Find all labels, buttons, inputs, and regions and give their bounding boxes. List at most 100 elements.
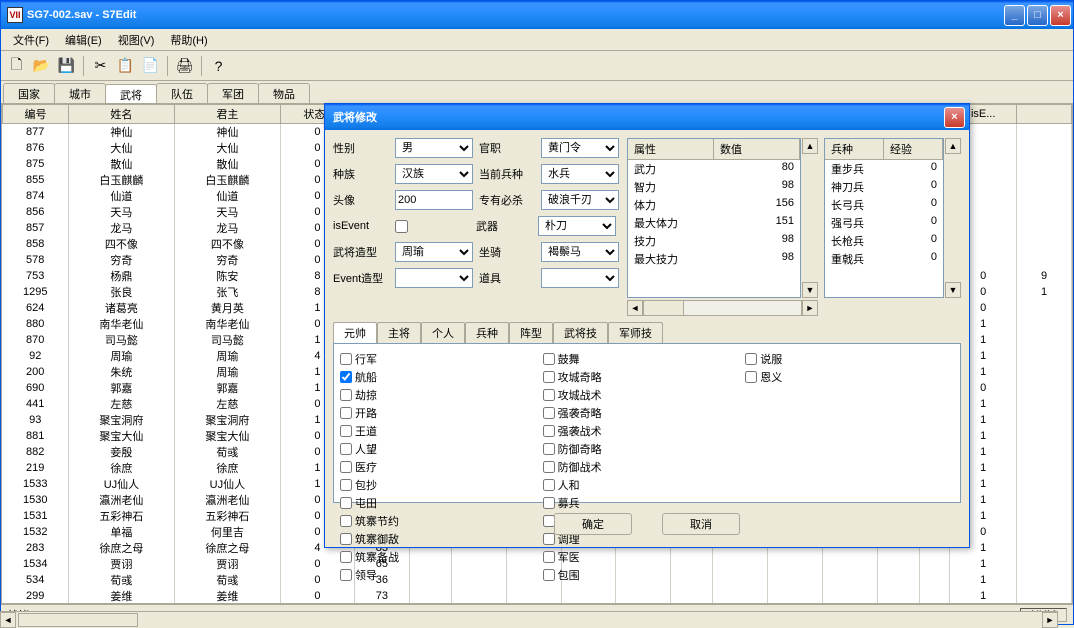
skill-item[interactable]: 领导: [340, 566, 543, 584]
toolbar-icon[interactable]: ?: [207, 55, 230, 77]
skill-checkbox[interactable]: [340, 407, 352, 419]
skill-item[interactable]: 屯田: [340, 494, 543, 512]
attr-list[interactable]: 属性数值 武力80智力98体力156最大体力151技力98最大技力98: [627, 138, 801, 298]
skill-item[interactable]: 行军: [340, 350, 543, 368]
main-tab[interactable]: 军团: [207, 83, 259, 103]
mount-select[interactable]: 褐鬃马: [541, 242, 619, 262]
skill-checkbox[interactable]: [543, 425, 555, 437]
skill-tab[interactable]: 兵种: [465, 322, 509, 343]
column-header[interactable]: 编号: [3, 105, 69, 124]
skill-tab[interactable]: 个人: [421, 322, 465, 343]
skill-checkbox[interactable]: [340, 461, 352, 473]
troop-list[interactable]: 兵种经验 重步兵0神刀兵0长弓兵0强弓兵0长枪兵0重戟兵0: [824, 138, 944, 298]
skill-tab[interactable]: 武将技: [553, 322, 608, 343]
skill-tab[interactable]: 军师技: [608, 322, 663, 343]
maximize-button[interactable]: □: [1027, 5, 1048, 26]
attr-row[interactable]: 智力98: [628, 178, 800, 196]
column-header[interactable]: [1017, 105, 1072, 124]
avatar-input[interactable]: [395, 190, 473, 210]
toolbar-icon[interactable]: 💾: [55, 55, 78, 77]
attr-row[interactable]: 体力156: [628, 196, 800, 214]
skill-item[interactable]: 包围: [543, 566, 746, 584]
skill-checkbox[interactable]: [543, 353, 555, 365]
attr-row[interactable]: 技力98: [628, 232, 800, 250]
dialog-close-button[interactable]: ×: [944, 107, 965, 128]
skill-item[interactable]: 鼓舞: [543, 350, 746, 368]
troop-scroll-up[interactable]: ▲: [945, 138, 961, 154]
special-select[interactable]: 破浪千刃: [541, 190, 619, 210]
troop-row[interactable]: 重戟兵0: [825, 250, 943, 268]
troop-scroll-down[interactable]: ▼: [945, 282, 961, 298]
attr-row[interactable]: 武力80: [628, 160, 800, 178]
race-select[interactable]: 汉族: [395, 164, 473, 184]
skill-item[interactable]: 强袭战术: [543, 422, 746, 440]
skill-checkbox[interactable]: [543, 461, 555, 473]
main-tab[interactable]: 队伍: [156, 83, 208, 103]
skill-checkbox[interactable]: [340, 479, 352, 491]
skill-item[interactable]: 筑寨节约: [340, 512, 543, 530]
skill-checkbox[interactable]: [340, 569, 352, 581]
skill-checkbox[interactable]: [745, 353, 757, 365]
attr-scroll-up[interactable]: ▲: [802, 138, 818, 154]
troop-row[interactable]: 神刀兵0: [825, 178, 943, 196]
main-tab[interactable]: 物品: [258, 83, 310, 103]
menu-item[interactable]: 文件(F): [5, 30, 57, 50]
toolbar-icon[interactable]: 🖨: [173, 55, 196, 77]
table-row[interactable]: 299姜维姜维0731: [3, 588, 1072, 604]
troop-row[interactable]: 长弓兵0: [825, 196, 943, 214]
item-select[interactable]: [541, 268, 619, 288]
skill-checkbox[interactable]: [340, 389, 352, 401]
attr-hscroll[interactable]: ◄►: [627, 300, 818, 316]
column-header[interactable]: 君主: [174, 105, 280, 124]
toolbar-icon[interactable]: ✂: [89, 55, 112, 77]
skill-item[interactable]: 恩义: [745, 368, 948, 386]
toolbar-icon[interactable]: 🗋: [5, 55, 28, 77]
toolbar-icon[interactable]: 📄: [139, 55, 162, 77]
weapon-select[interactable]: 朴刀: [538, 216, 616, 236]
skill-item[interactable]: 筑寨御敌: [340, 530, 543, 548]
troop-row[interactable]: 重步兵0: [825, 160, 943, 178]
skill-item[interactable]: 说服: [745, 350, 948, 368]
gender-select[interactable]: 男: [395, 138, 473, 158]
skill-checkbox[interactable]: [543, 407, 555, 419]
main-tab[interactable]: 城市: [54, 83, 106, 103]
office-select[interactable]: 黄门令: [541, 138, 619, 158]
skill-tab[interactable]: 阵型: [509, 322, 553, 343]
attr-row[interactable]: 最大体力151: [628, 214, 800, 232]
skill-checkbox[interactable]: [340, 533, 352, 545]
skill-item[interactable]: 劫掠: [340, 386, 543, 404]
skill-item[interactable]: 王道: [340, 422, 543, 440]
skill-item[interactable]: 筑寨备战: [340, 548, 543, 566]
curtroop-select[interactable]: 水兵: [541, 164, 619, 184]
skill-checkbox[interactable]: [543, 443, 555, 455]
skill-checkbox[interactable]: [340, 515, 352, 527]
skill-checkbox[interactable]: [543, 371, 555, 383]
menu-item[interactable]: 帮助(H): [162, 30, 215, 50]
skill-checkbox[interactable]: [340, 443, 352, 455]
menu-item[interactable]: 视图(V): [110, 30, 163, 50]
skill-checkbox[interactable]: [543, 479, 555, 491]
toolbar-icon[interactable]: 📂: [30, 55, 53, 77]
skill-item[interactable]: 人和: [543, 476, 746, 494]
troop-row[interactable]: 强弓兵0: [825, 214, 943, 232]
minimize-button[interactable]: _: [1004, 5, 1025, 26]
skill-item[interactable]: 包抄: [340, 476, 543, 494]
skill-checkbox[interactable]: [340, 353, 352, 365]
skill-item[interactable]: 防御战术: [543, 458, 746, 476]
isevent-checkbox[interactable]: [395, 220, 408, 233]
skill-checkbox[interactable]: [543, 497, 555, 509]
skill-item[interactable]: 航船: [340, 368, 543, 386]
main-tab[interactable]: 武将: [105, 84, 157, 104]
evstyle-select[interactable]: [395, 268, 473, 288]
attr-scroll-down[interactable]: ▼: [802, 282, 818, 298]
skill-checkbox[interactable]: [543, 515, 555, 527]
skill-item[interactable]: 开路: [340, 404, 543, 422]
skill-item[interactable]: 攻城战术: [543, 386, 746, 404]
skill-tab[interactable]: 主将: [377, 322, 421, 343]
skill-checkbox[interactable]: [745, 371, 757, 383]
column-header[interactable]: 姓名: [68, 105, 174, 124]
skill-checkbox[interactable]: [340, 371, 352, 383]
skill-item[interactable]: 防御奇略: [543, 440, 746, 458]
main-tab[interactable]: 国家: [3, 83, 55, 103]
skill-checkbox[interactable]: [340, 551, 352, 563]
